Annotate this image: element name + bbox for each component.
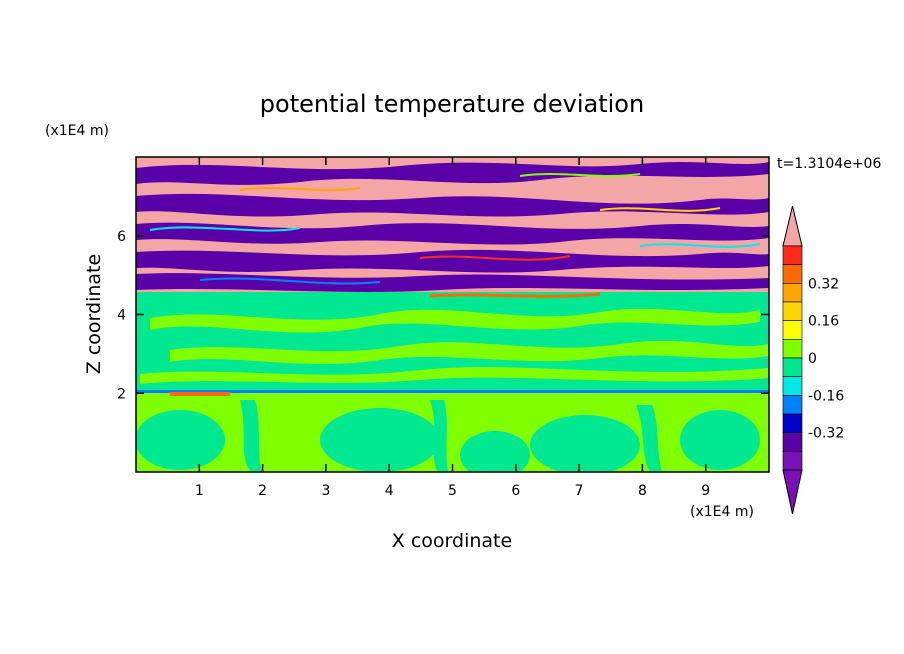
cell — [460, 431, 530, 472]
accent — [599, 207, 721, 212]
interface-accents — [149, 173, 761, 298]
x-ticks: 1 2 3 4 5 6 7 8 9 — [195, 157, 710, 499]
y-axis-label: Z coordinate — [83, 254, 105, 374]
y-tick-label: 4 — [117, 308, 126, 324]
colorbar-tick-label: -0.32 — [808, 426, 844, 442]
y-tick-label: 2 — [117, 386, 126, 402]
band — [136, 273, 769, 292]
colorbar-segment — [782, 413, 803, 433]
colorbar: 0.32 0.16 0 -0.16 -0.32 — [782, 205, 844, 515]
inversion-hot-spot — [170, 392, 230, 396]
colorbar-segment — [782, 320, 803, 340]
x-tick-label: 9 — [701, 483, 710, 499]
x-tick-label: 1 — [195, 483, 204, 499]
x-tick-label: 5 — [448, 483, 457, 499]
accent — [519, 173, 641, 177]
inversion-line — [136, 390, 769, 393]
colorbar-segment — [782, 245, 803, 265]
colorbar-tick-label: 0 — [808, 351, 817, 367]
plume — [240, 400, 262, 472]
streak — [140, 367, 769, 384]
colorbar-tick-label: 0.16 — [808, 314, 839, 330]
accent — [419, 255, 571, 261]
y-tick-label: 6 — [117, 229, 126, 245]
accent — [199, 277, 381, 285]
colorbar-segment — [782, 283, 803, 303]
colorbar-tick-label: 0.32 — [808, 276, 839, 292]
colorbar-segment — [782, 395, 803, 415]
colorbar-segment — [782, 376, 803, 396]
plume — [636, 405, 662, 472]
x-unit-label: (x1E4 m) — [690, 504, 754, 520]
cell — [530, 415, 640, 472]
cell — [136, 410, 225, 470]
x-axis-label: X coordinate — [392, 530, 512, 552]
upper-bands — [136, 162, 769, 292]
colorbar-segment — [782, 301, 803, 321]
x-tick-label: 6 — [511, 483, 520, 499]
y-unit-label: (x1E4 m) — [45, 123, 109, 139]
colorbar-segment — [782, 451, 803, 471]
x-tick-label: 7 — [575, 483, 584, 499]
x-tick-label: 4 — [385, 483, 394, 499]
accent — [149, 226, 301, 232]
band — [136, 193, 769, 217]
cell — [320, 408, 440, 472]
colorbar-extend-bottom — [782, 469, 803, 515]
streak — [170, 340, 769, 364]
colorbar-extend-top — [782, 205, 803, 247]
x-tick-label: 2 — [258, 483, 267, 499]
middle-streaks — [140, 308, 769, 384]
band — [136, 222, 769, 245]
colorbar-segment — [782, 264, 803, 284]
chart-title: potential temperature deviation — [260, 90, 644, 118]
accent — [239, 187, 361, 191]
cell — [680, 410, 760, 470]
accent — [429, 292, 601, 298]
plume — [430, 400, 448, 472]
x-tick-label: 8 — [638, 483, 647, 499]
x-tick-label: 3 — [321, 483, 330, 499]
y-ticks: 2 4 6 — [117, 229, 769, 402]
streak — [150, 308, 760, 333]
lower-cells — [136, 400, 760, 472]
colorbar-segment — [782, 339, 803, 359]
time-label: t=1.3104e+06 — [777, 156, 881, 172]
colorbar-segment — [782, 357, 803, 377]
band — [136, 162, 769, 185]
colorbar-tick-label: -0.16 — [808, 388, 844, 404]
colorbar-segment — [782, 432, 803, 452]
band — [136, 249, 769, 273]
accent — [639, 243, 761, 248]
contour-field — [136, 157, 769, 472]
